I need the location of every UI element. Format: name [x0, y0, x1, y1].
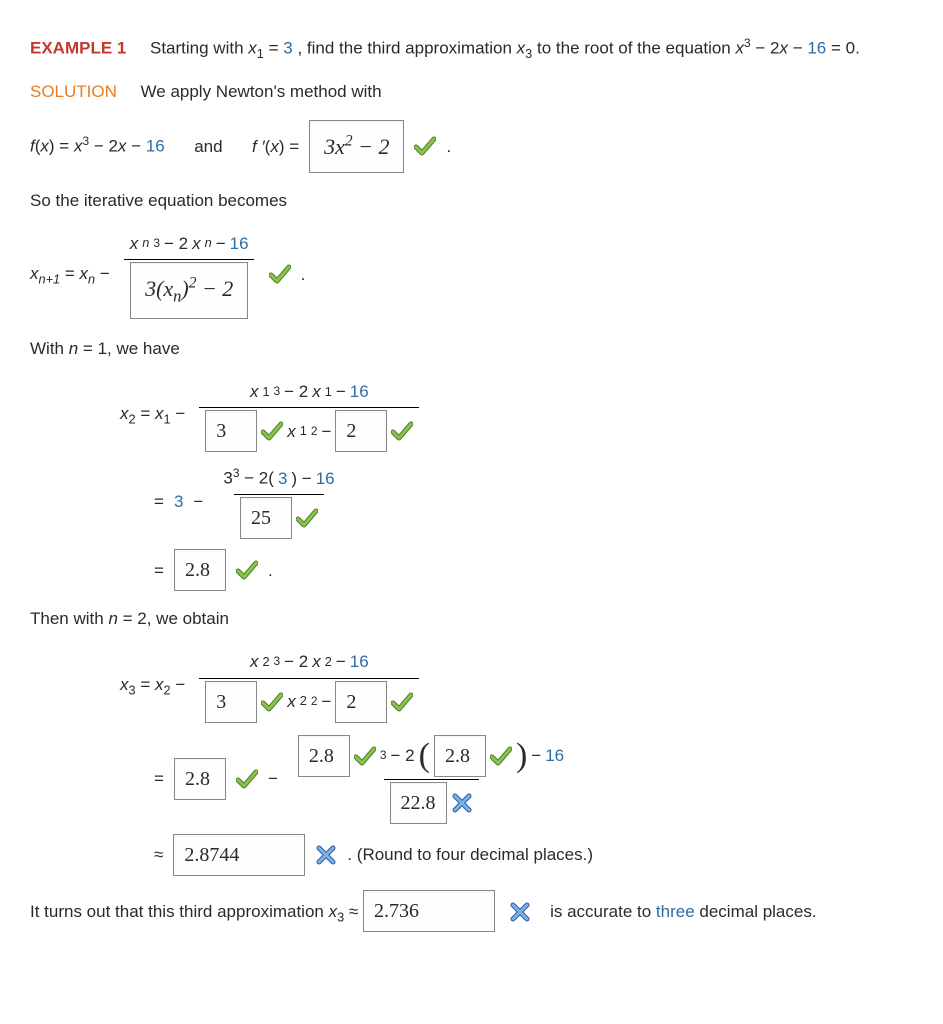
answer-n2-l2-a1[interactable]: 2.8 [174, 758, 226, 800]
check-icon [261, 420, 283, 442]
answer-n2-num-b[interactable]: 2.8 [434, 735, 486, 777]
answer-n2-num-a[interactable]: 2.8 [298, 735, 350, 777]
answer-n2-den-b[interactable]: 2 [335, 681, 387, 723]
check-icon [261, 691, 283, 713]
answer-n2-l2-den[interactable]: 22.8 [390, 782, 447, 824]
answer-final[interactable]: 2.736 [363, 890, 495, 932]
example-label: EXAMPLE 1 [30, 39, 126, 58]
final-statement: It turns out that this third approximati… [30, 890, 913, 932]
check-icon [391, 420, 413, 442]
cross-icon [451, 792, 473, 814]
iterative-text: So the iterative equation becomes [30, 187, 913, 214]
answer-fprime[interactable]: 3x2 − 2 [309, 120, 404, 173]
n2-work: x3 = x2 − x23 − 2x2 − 16 3 x22 − 2 = 2. [120, 646, 913, 875]
answer-n1-result[interactable]: 2.8 [174, 549, 226, 591]
check-icon [391, 691, 413, 713]
check-icon [354, 745, 376, 767]
cross-icon [509, 901, 531, 923]
fx-definition: f(x) = x3 − 2x − 16 and f ′(x) = 3x2 − 2… [30, 120, 913, 173]
answer-iterative-denom[interactable]: 3(xn)2 − 2 [130, 262, 248, 319]
answer-n1-den-b[interactable]: 2 [335, 410, 387, 452]
n1-work: x2 = x1 − x13 − 2x1 − 16 3 x12 − 2 = 3 [120, 376, 913, 591]
check-icon [236, 768, 258, 790]
n1-intro: With n = 1, we have [30, 335, 913, 362]
answer-n1-den-a[interactable]: 3 [205, 410, 257, 452]
solution-label: SOLUTION [30, 82, 117, 101]
check-icon [414, 135, 436, 157]
answer-n1-l2-den[interactable]: 25 [240, 497, 292, 539]
answer-n2-den-a[interactable]: 3 [205, 681, 257, 723]
iterative-equation: xn+1 = xn − xn3 − 2xn − 16 3(xn)2 − 2 . [30, 228, 913, 321]
check-icon [490, 745, 512, 767]
cross-icon [315, 844, 337, 866]
check-icon [269, 263, 291, 285]
n2-intro: Then with n = 2, we obtain [30, 605, 913, 632]
check-icon [236, 559, 258, 581]
solution-line: SOLUTION We apply Newton's method with [30, 78, 913, 105]
example-prompt: EXAMPLE 1 Starting with x1 = 3 , find th… [30, 34, 913, 64]
answer-n2-result[interactable]: 2.8744 [173, 834, 305, 876]
check-icon [296, 507, 318, 529]
